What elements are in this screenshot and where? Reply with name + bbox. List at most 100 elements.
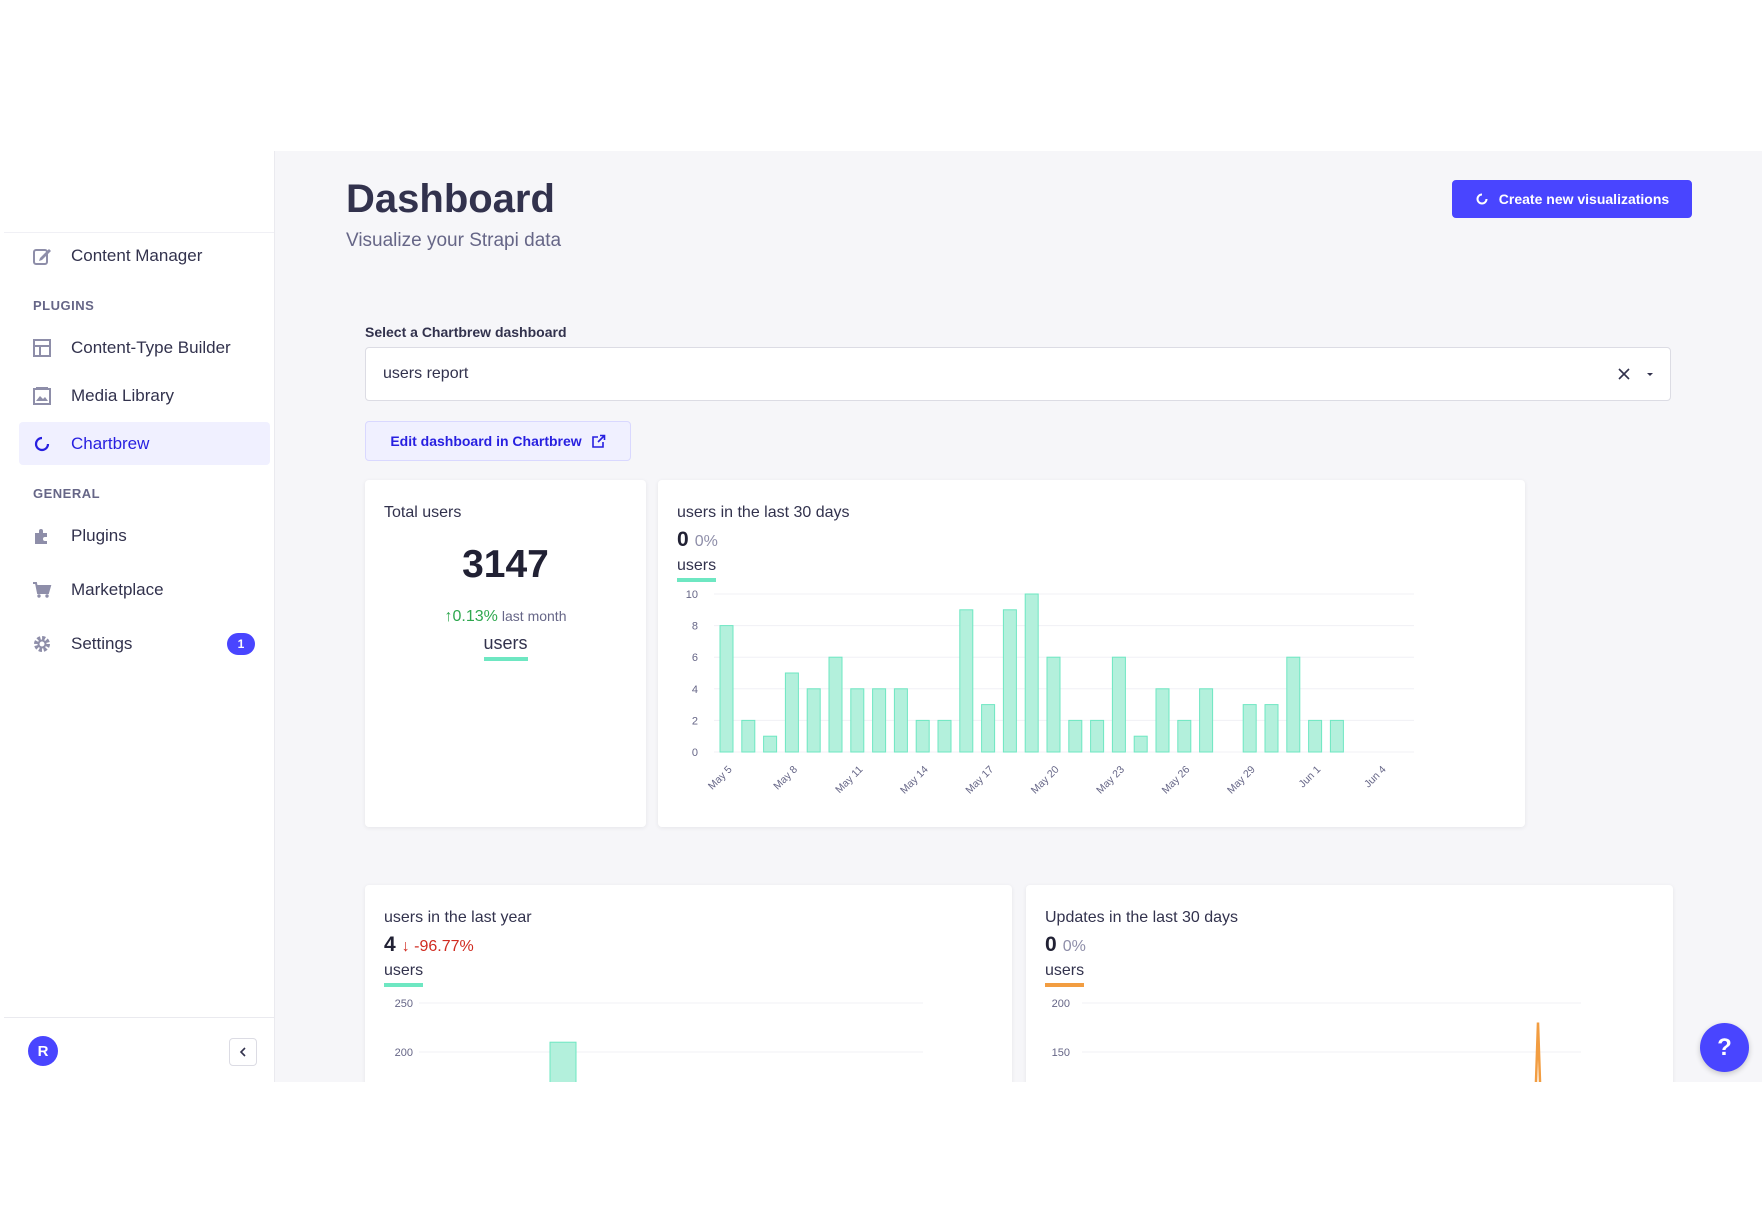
edit-dashboard-button[interactable]: Edit dashboard in Chartbrew bbox=[365, 421, 631, 461]
page-title: Dashboard bbox=[346, 177, 555, 221]
sidebar-item-marketplace[interactable]: Marketplace bbox=[19, 568, 270, 611]
kpi-row: 0 0% bbox=[677, 528, 718, 552]
cart-icon bbox=[31, 579, 53, 601]
line-chart-updates-30-days: 150 200 bbox=[1052, 998, 1581, 1082]
x-tick-label: May 26 bbox=[1160, 764, 1193, 797]
sidebar-item-settings[interactable]: Settings 1 bbox=[19, 622, 270, 665]
card-users-30-days: users in the last 30 days 0 0% users 0 2 4… bbox=[658, 480, 1525, 827]
bar bbox=[828, 656, 843, 753]
series-label: users bbox=[677, 557, 717, 582]
card-title: users in the last year bbox=[384, 909, 532, 926]
bar bbox=[1090, 719, 1105, 753]
bar bbox=[1329, 719, 1344, 753]
x-tick-label: May 14 bbox=[898, 764, 931, 797]
sidebar-item-content-manager[interactable]: Content Manager bbox=[19, 234, 270, 277]
sidebar-item-label: Chartbrew bbox=[71, 433, 150, 453]
create-button-label: Create new visualizations bbox=[1498, 191, 1670, 207]
edit-dashboard-label: Edit dashboard in Chartbrew bbox=[390, 433, 582, 449]
section-label-plugins: PLUGINS bbox=[33, 298, 95, 313]
puzzle-icon bbox=[31, 525, 53, 547]
sidebar-item-plugins[interactable]: Plugins bbox=[19, 514, 270, 557]
caret-down-icon[interactable] bbox=[1640, 364, 1660, 384]
series-label: users bbox=[1045, 962, 1085, 987]
y-tick-label: 200 bbox=[1052, 998, 1070, 1010]
sidebar-brand bbox=[4, 151, 274, 233]
bar bbox=[741, 719, 756, 753]
y-tick-label: 8 bbox=[692, 621, 698, 633]
x-tick-label: Jun 1 bbox=[1297, 764, 1324, 791]
external-link-icon bbox=[591, 434, 606, 449]
kpi-row: 4 ↓ -96.77% bbox=[384, 933, 474, 957]
kpi-value: 4 bbox=[384, 933, 396, 956]
sidebar-item-label: Settings bbox=[71, 633, 133, 653]
kpi-change: 0% bbox=[1062, 938, 1086, 955]
card-title: Total users bbox=[384, 504, 462, 521]
dashboard-select-value: users report bbox=[383, 365, 469, 382]
bar bbox=[893, 688, 908, 753]
bar bbox=[549, 1041, 577, 1082]
chartbrew-icon bbox=[31, 433, 53, 455]
card-users-last-year: users in the last year 4 ↓ -96.77% users… bbox=[365, 885, 1012, 1082]
sidebar-item-label: Media Library bbox=[71, 385, 174, 405]
bar bbox=[806, 688, 821, 753]
sidebar-item-label: Content-Type Builder bbox=[71, 337, 231, 357]
y-tick-label: 150 bbox=[1052, 1047, 1070, 1059]
help-button[interactable]: ? bbox=[1700, 1023, 1749, 1072]
bar bbox=[915, 719, 930, 753]
x-tick-label: Jun 4 bbox=[1362, 764, 1389, 791]
sidebar-item-label: Content Manager bbox=[71, 245, 203, 265]
kpi-change: 0% bbox=[694, 533, 718, 550]
x-tick-label: May 29 bbox=[1225, 764, 1258, 797]
bar bbox=[981, 704, 996, 753]
x-tick-label: May 23 bbox=[1094, 764, 1127, 797]
dashboard-select-label: Select a Chartbrew dashboard bbox=[365, 324, 567, 340]
dashboard-select[interactable]: users report bbox=[365, 347, 1671, 401]
kpi-value: 0 bbox=[1045, 933, 1057, 956]
bar bbox=[1242, 704, 1257, 753]
bar bbox=[1155, 688, 1170, 753]
y-tick-label: 6 bbox=[692, 652, 698, 664]
app-window: Content Manager PLUGINS Content-Type Bui… bbox=[4, 151, 1762, 1082]
growth-value: 0.13% bbox=[452, 608, 498, 625]
avatar[interactable]: R bbox=[28, 1036, 58, 1066]
sidebar-item-chartbrew[interactable]: Chartbrew bbox=[19, 422, 270, 465]
y-tick-label: 0 bbox=[692, 747, 698, 759]
pencil-icon bbox=[31, 245, 53, 267]
bar bbox=[872, 688, 887, 753]
card-title: users in the last 30 days bbox=[677, 504, 850, 521]
collapse-sidebar-button[interactable] bbox=[229, 1038, 257, 1066]
sidebar-item-content-type-builder[interactable]: Content-Type Builder bbox=[19, 326, 270, 369]
image-icon bbox=[31, 385, 53, 407]
kpi-change: ↓ -96.77% bbox=[402, 938, 474, 956]
x-tick-label: May 11 bbox=[833, 764, 865, 796]
bar bbox=[1286, 656, 1301, 753]
bar bbox=[1133, 735, 1148, 753]
x-tick-label: May 8 bbox=[771, 764, 800, 793]
series-label: users bbox=[384, 962, 424, 987]
bar bbox=[784, 672, 799, 753]
growth-period: last month bbox=[501, 608, 567, 624]
sidebar: Content Manager PLUGINS Content-Type Bui… bbox=[4, 151, 275, 1082]
gear-icon bbox=[31, 633, 53, 655]
y-tick-label: 4 bbox=[692, 684, 698, 696]
bar-chart-users-last-year: 200 250 bbox=[395, 998, 923, 1082]
settings-badge: 1 bbox=[227, 632, 255, 655]
growth-row: ↑0.13% last month bbox=[365, 608, 646, 626]
section-label-general: GENERAL bbox=[33, 486, 101, 501]
bar bbox=[763, 735, 778, 753]
sidebar-item-media-library[interactable]: Media Library bbox=[19, 374, 270, 417]
bar bbox=[937, 719, 952, 753]
create-visualization-button[interactable]: Create new visualizations bbox=[1452, 180, 1692, 218]
chevron-left-icon bbox=[237, 1046, 249, 1058]
total-users-value: 3147 bbox=[462, 543, 549, 586]
bar bbox=[1046, 656, 1061, 753]
main-content: Dashboard Visualize your Strapi data Cre… bbox=[275, 151, 1762, 1082]
series-label: users bbox=[483, 633, 528, 661]
y-tick-label: 250 bbox=[395, 998, 413, 1010]
series-line bbox=[1534, 1022, 1542, 1082]
y-tick-label: 200 bbox=[395, 1047, 413, 1059]
clear-icon[interactable] bbox=[1612, 362, 1636, 386]
x-tick-label: May 5 bbox=[706, 764, 735, 793]
x-tick-label: May 17 bbox=[963, 764, 996, 797]
x-tick-label: May 20 bbox=[1029, 764, 1062, 797]
